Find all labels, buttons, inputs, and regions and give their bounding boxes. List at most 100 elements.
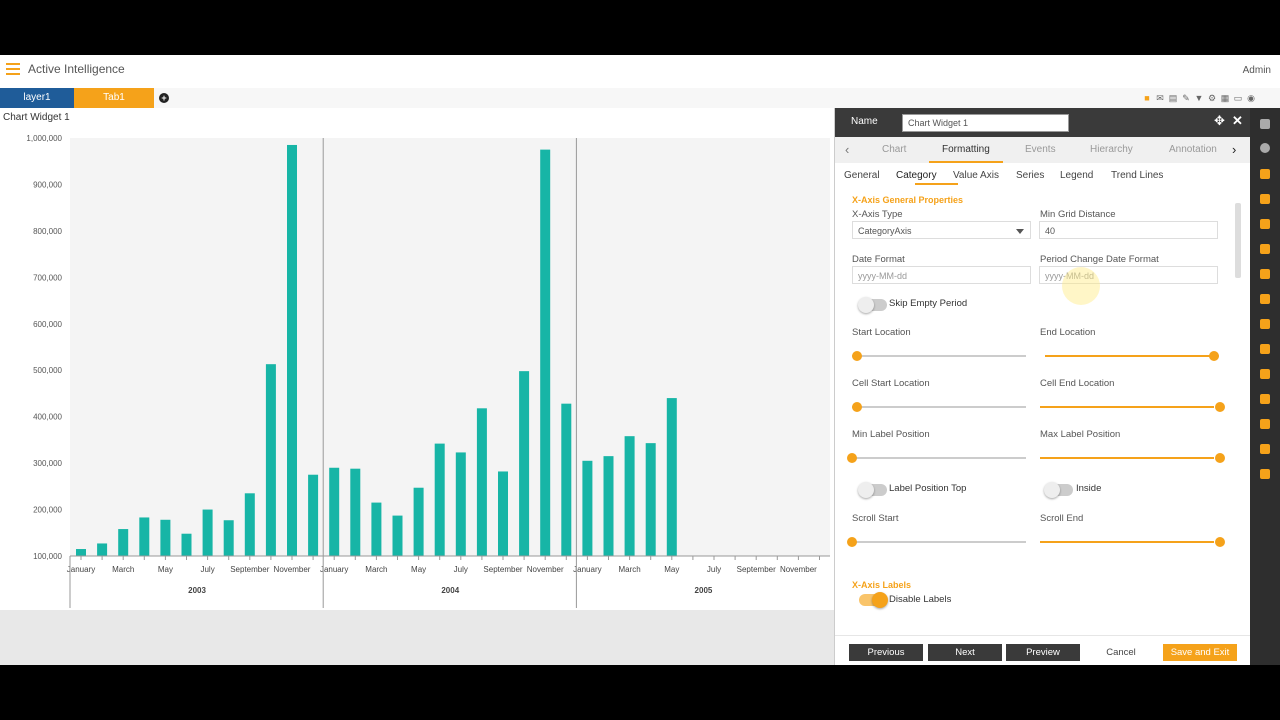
x-tick-label: July [707, 565, 721, 574]
toolbar-icons: ■ ✉ ▤ ✎ ▼ ⚙ ▦ ▭ ◉ [1142, 93, 1256, 103]
tab-layer1[interactable]: layer1 [0, 88, 74, 108]
monitor-icon[interactable]: ▭ [1233, 93, 1243, 103]
cancel-button[interactable]: Cancel [1084, 644, 1158, 661]
presentation-icon[interactable] [1260, 469, 1270, 479]
chat-icon[interactable] [1260, 244, 1270, 254]
scroll-start-slider[interactable] [847, 537, 1026, 547]
y-tick-label: 100,000 [33, 552, 62, 561]
add-tab-icon[interactable]: + [159, 93, 169, 103]
table-icon[interactable] [1260, 119, 1270, 129]
category-settings: X-Axis General Properties X-Axis Type Ca… [835, 190, 1235, 630]
properties-panel: Name ✥ ✕ ‹ Chart Formatting Events Hiera… [834, 108, 1251, 665]
y-tick-label: 600,000 [33, 320, 62, 329]
upload-icon[interactable] [1260, 444, 1270, 454]
period-format-input[interactable]: yyyy-MM-dd [1039, 266, 1218, 284]
previous-button[interactable]: Previous [849, 644, 923, 661]
date-format-input[interactable]: yyyy-MM-dd [852, 266, 1031, 284]
gear-icon[interactable]: ⚙ [1207, 93, 1217, 103]
active-tab-indicator [929, 161, 1003, 163]
year-label: 2005 [695, 586, 713, 595]
y-tick-label: 900,000 [33, 180, 62, 189]
bar [519, 371, 530, 556]
lock-icon[interactable]: ■ [1144, 93, 1150, 103]
subtab-general[interactable]: General [844, 170, 880, 181]
main-tabs: ‹ Chart Formatting Events Hierarchy Anno… [835, 137, 1251, 163]
bar [582, 460, 593, 556]
max-label-position-label: Max Label Position [1040, 429, 1121, 440]
skip-empty-period-label: Skip Empty Period [889, 298, 968, 309]
layers-icon[interactable] [1260, 319, 1270, 329]
name-input[interactable] [902, 114, 1069, 132]
bar [413, 487, 424, 556]
file-icon[interactable] [1260, 369, 1270, 379]
subtab-series[interactable]: Series [1016, 170, 1045, 181]
eye-icon[interactable]: ◉ [1247, 93, 1255, 103]
tab-chart[interactable]: Chart [882, 144, 907, 155]
tab-hierarchy[interactable]: Hierarchy [1090, 144, 1133, 155]
next-button[interactable]: Next [928, 644, 1002, 661]
chevron-left-icon[interactable]: ‹ [845, 142, 850, 157]
preview-button[interactable]: Preview [1006, 644, 1080, 661]
disable-labels-toggle[interactable] [859, 592, 888, 608]
scrollbar-thumb[interactable] [1235, 203, 1241, 278]
bar [181, 533, 192, 556]
tab-annotation[interactable]: Annotation [1169, 144, 1217, 155]
minus-icon[interactable] [1260, 344, 1270, 354]
min-grid-distance-input[interactable]: 40 [1039, 221, 1218, 239]
subtab-category[interactable]: Category [896, 170, 937, 181]
save-and-exit-button[interactable]: Save and Exit [1163, 644, 1237, 661]
pencil-icon[interactable]: ✎ [1182, 93, 1190, 103]
subtab-value-axis[interactable]: Value Axis [953, 170, 999, 181]
shapes-icon[interactable] [1260, 419, 1270, 429]
mail-icon[interactable]: ✉ [1156, 93, 1164, 103]
tab-events[interactable]: Events [1025, 144, 1056, 155]
x-tick-label: November [527, 565, 564, 574]
bar [350, 468, 361, 556]
x-axis-type-select[interactable]: CategoryAxis [852, 221, 1031, 239]
bar [666, 398, 677, 556]
menu-icon[interactable] [6, 63, 20, 75]
user-menu[interactable]: Admin [1242, 65, 1271, 76]
panel-footer: Previous Next Preview Cancel Save and Ex… [835, 635, 1251, 665]
table-icon[interactable]: ▦ [1220, 93, 1230, 103]
image-icon[interactable] [1260, 269, 1270, 279]
x-tick-label: November [780, 565, 817, 574]
subtab-trend-lines[interactable]: Trend Lines [1111, 170, 1164, 181]
x-tick-label: March [365, 565, 387, 574]
bar [603, 456, 614, 556]
label-position-top-label: Label Position Top [889, 483, 967, 494]
scroll-end-slider[interactable] [1040, 537, 1225, 547]
tab-formatting[interactable]: Formatting [942, 144, 990, 155]
inside-toggle[interactable] [1044, 482, 1073, 498]
cell-start-slider[interactable] [852, 402, 1026, 412]
bar [160, 519, 171, 556]
map-icon[interactable] [1260, 169, 1270, 179]
label-position-top-toggle[interactable] [858, 482, 887, 498]
comment-icon[interactable]: ▤ [1168, 93, 1178, 103]
name-label: Name [851, 116, 878, 127]
max-label-position-slider[interactable] [1040, 453, 1225, 463]
end-location-slider[interactable] [1045, 351, 1219, 361]
close-icon[interactable]: ✕ [1232, 113, 1243, 128]
chevron-right-icon[interactable]: › [1232, 142, 1237, 157]
subtab-legend[interactable]: Legend [1060, 170, 1094, 181]
skip-empty-period-toggle[interactable] [858, 297, 887, 313]
copy-icon[interactable] [1260, 294, 1270, 304]
start-location-slider[interactable] [852, 351, 1026, 361]
min-label-position-slider[interactable] [847, 453, 1026, 463]
pie-chart-icon[interactable] [1260, 143, 1270, 153]
hierarchy-icon[interactable] [1260, 394, 1270, 404]
move-icon[interactable]: ✥ [1214, 113, 1225, 128]
tab-tab1[interactable]: Tab1 [74, 88, 154, 108]
app-window: Active Intelligence Admin layer1 Tab1 + … [0, 55, 1280, 665]
y-tick-label: 500,000 [33, 366, 62, 375]
bar [392, 515, 403, 556]
document-icon[interactable] [1260, 219, 1270, 229]
y-tick-label: 400,000 [33, 413, 62, 422]
x-tick-label: March [112, 565, 134, 574]
canvas-background [0, 610, 834, 665]
cell-end-slider[interactable] [1040, 402, 1225, 412]
end-location-label: End Location [1040, 327, 1096, 338]
filter-icon[interactable]: ▼ [1194, 93, 1204, 103]
database-icon[interactable] [1260, 194, 1270, 204]
